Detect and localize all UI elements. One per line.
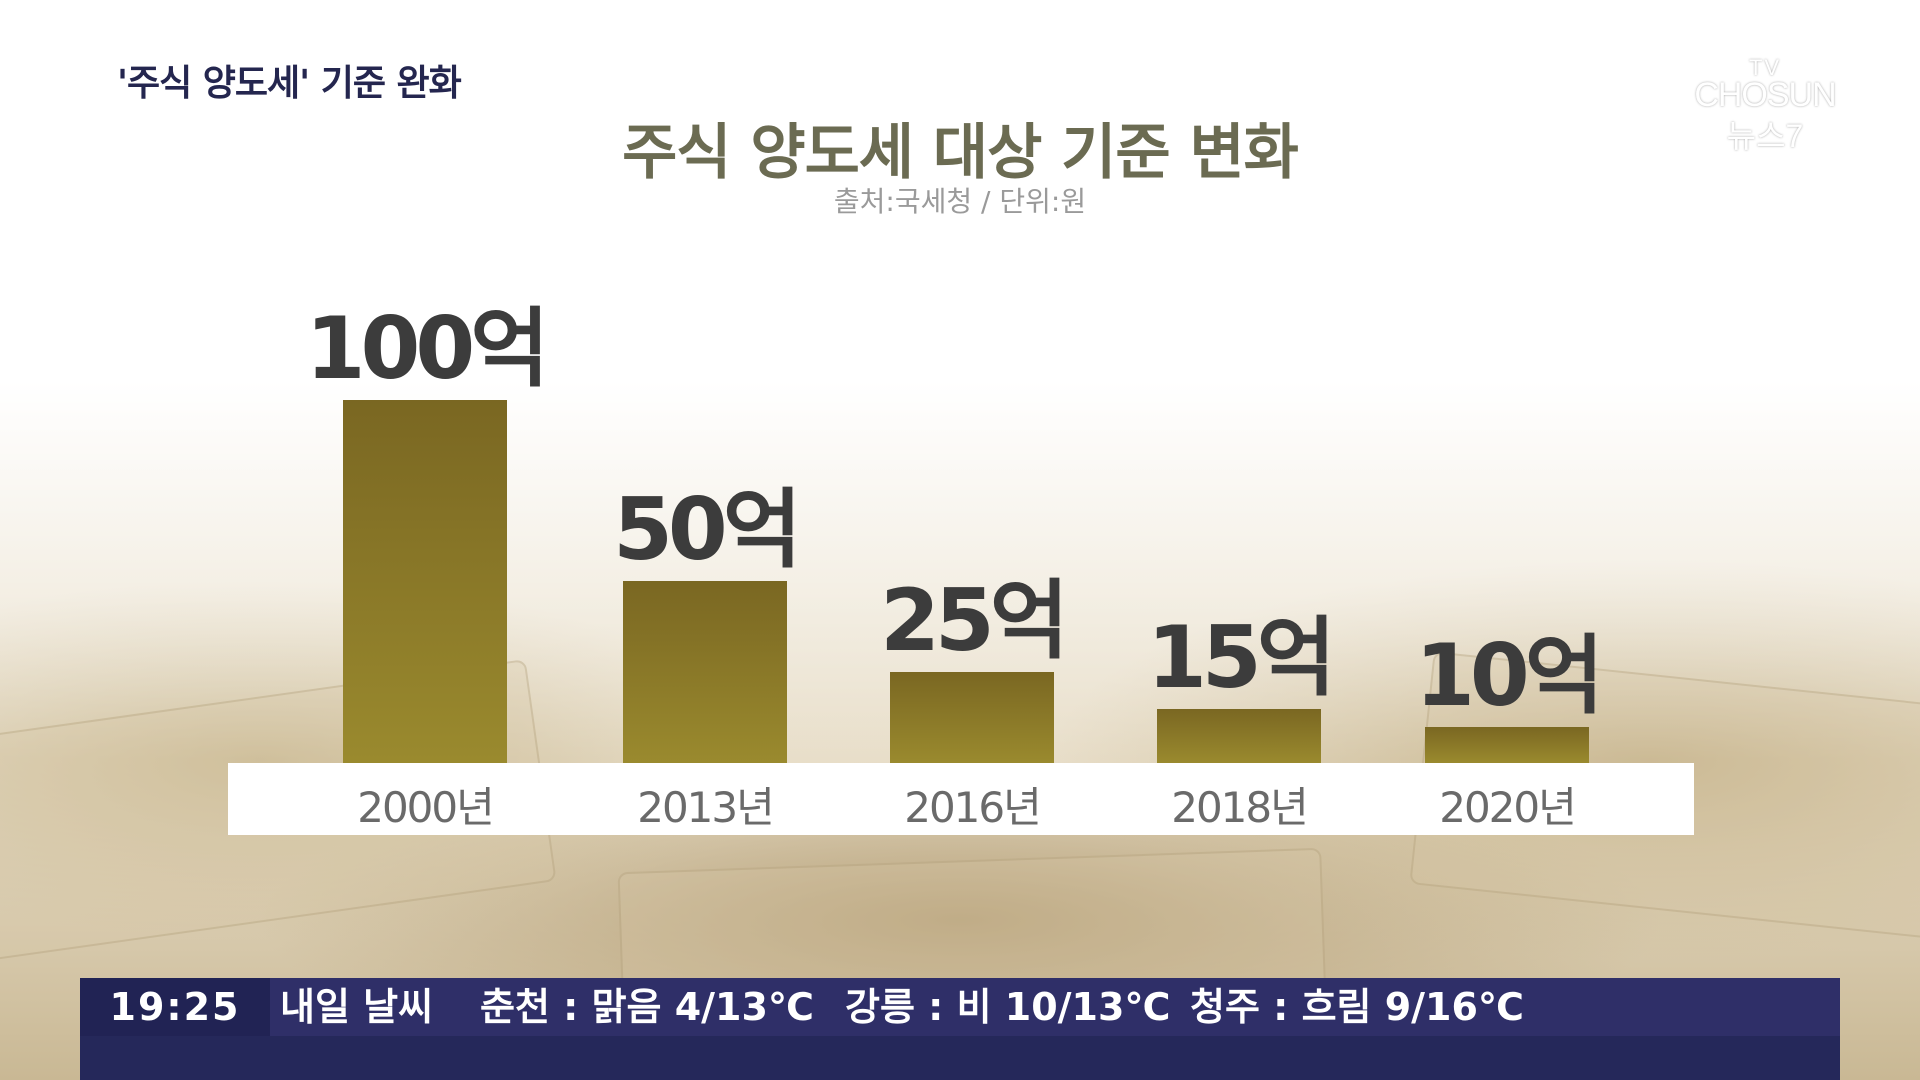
bar-value-label: 100억: [305, 299, 550, 399]
x-tick-label: 2016년: [904, 783, 1042, 832]
news-ticker: 19:25 내일 날씨 춘천 : 맑음 4/13℃ 강릉 : 비 10/13℃ …: [80, 978, 1840, 1080]
logo-line-chosun: CHOSUN: [1694, 76, 1836, 114]
ticker-lower-band: [80, 1036, 1840, 1080]
logo-line-tv: TV: [1748, 55, 1782, 80]
ticker-item-weather-title: 내일 날씨: [280, 985, 434, 1029]
ticker-row: [80, 978, 1840, 1036]
ticker-time: 19:25: [80, 978, 270, 1036]
bar-value-label: 10억: [1415, 626, 1604, 726]
x-tick-label: 2020년: [1439, 783, 1577, 832]
x-tick-label: 2018년: [1171, 783, 1309, 832]
bar-2020년: [1425, 727, 1589, 763]
logo-line-news7: 뉴스7: [1716, 116, 1814, 156]
ticker-item-cheongju: 청주 : 흐림 9/16℃: [1190, 985, 1524, 1029]
bar-2016년: [890, 672, 1054, 763]
segment-title: '주식 양도세' 기준 완화: [117, 63, 462, 104]
x-axis-band: [228, 763, 1694, 835]
ticker-item-gangneung: 강릉 : 비 10/13℃: [845, 985, 1171, 1029]
chart-subtitle: 출처:국세청 / 단위:원: [833, 185, 1087, 218]
x-tick-label: 2000년: [357, 783, 495, 832]
channel-logo: TV CHOSUN 뉴스7: [1690, 55, 1840, 156]
chart-title: 주식 양도세 대상 기준 변화: [622, 118, 1299, 188]
bar-value-label: 50억: [613, 480, 802, 580]
bar-2018년: [1157, 709, 1321, 763]
bar-2000년: [343, 400, 507, 763]
bar-value-label: 25억: [880, 571, 1069, 671]
bar-value-label: 15억: [1147, 608, 1336, 708]
x-tick-label: 2013년: [637, 783, 775, 832]
ticker-item-chuncheon: 춘천 : 맑음 4/13℃: [480, 985, 814, 1029]
bar-2013년: [623, 581, 787, 763]
